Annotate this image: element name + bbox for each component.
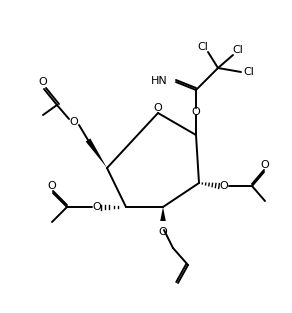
- Text: O: O: [48, 181, 56, 191]
- Polygon shape: [86, 138, 107, 168]
- Text: O: O: [192, 107, 200, 117]
- Text: O: O: [69, 117, 78, 127]
- Text: O: O: [39, 77, 47, 87]
- Text: O: O: [154, 103, 162, 113]
- Text: O: O: [93, 202, 101, 212]
- Text: HN: HN: [151, 76, 168, 86]
- Polygon shape: [160, 207, 166, 221]
- Text: O: O: [159, 227, 167, 237]
- Text: Cl: Cl: [232, 45, 244, 55]
- Text: Cl: Cl: [198, 42, 208, 52]
- Text: Cl: Cl: [244, 67, 254, 77]
- Text: O: O: [220, 181, 228, 191]
- Text: O: O: [261, 160, 270, 170]
